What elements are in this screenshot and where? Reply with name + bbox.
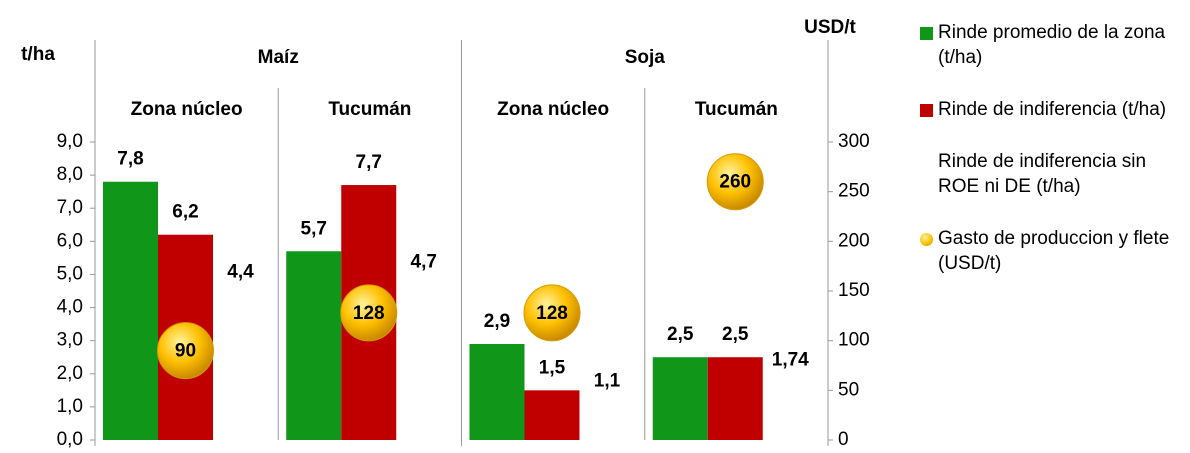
y-tick-label: 6,0 [57,230,83,251]
value-label: 1,5 [539,357,566,378]
legend-swatch [920,233,933,246]
bar [707,357,763,440]
bar [763,382,818,440]
marker [340,284,398,342]
value-label: 128 [536,303,568,324]
value-label: 6,2 [172,202,198,223]
marker [706,153,764,211]
legend-item: Rinde promedio de la zona (t/ha) [918,20,1186,70]
bar [213,294,268,440]
value-label: 90 [175,341,196,362]
y-tick-label: 9,0 [57,131,83,152]
y2-tick-label: 50 [838,379,859,400]
category-label: Zona núcleo [497,99,609,120]
category-label: Tucumán [695,99,778,120]
legend-label: Rinde promedio de la zona (t/ha) [938,22,1166,68]
y2-tick-label: 250 [838,181,870,202]
bar [652,357,708,440]
value-label: 260 [719,172,751,193]
y2-tick-label: 0 [838,429,849,450]
legend-swatch [920,104,933,117]
bar [396,284,451,440]
value-label: 1,74 [772,349,809,370]
category-label: Tucumán [328,99,411,120]
marker [523,284,581,342]
value-label: 128 [353,303,385,324]
bar [469,343,525,440]
value-label: 7,7 [356,152,382,173]
y-tick-label: 2,0 [57,363,83,384]
marker [157,322,214,380]
value-label: 4,4 [227,261,254,282]
value-label: 2,5 [667,324,694,345]
category-label: Zona núcleo [131,99,243,120]
bar [286,251,342,440]
y-axis-label: t/ha [21,44,55,65]
y2-tick-label: 300 [838,131,870,152]
legend-swatch [920,27,933,40]
bar [524,390,580,440]
y-tick-label: 3,0 [57,330,83,351]
value-label: 4,7 [411,251,437,272]
y2-tick-label: 200 [838,230,870,251]
y-tick-label: 4,0 [57,297,83,318]
y2-axis-label: USD/t [804,17,856,38]
group-label: Soja [625,47,666,68]
value-label: 1,1 [594,371,621,392]
y-tick-label: 5,0 [57,263,83,284]
legend: Rinde promedio de la zona (t/ha) Rinde de… [918,20,1186,303]
bar [580,404,635,440]
legend-label: Rinde de indiferencia sin ROE ni DE (t/h… [938,151,1147,197]
y-tick-label: 7,0 [57,197,83,218]
group-label: Maíz [258,47,299,68]
y2-tick-label: 100 [838,330,870,351]
legend-label: Gasto de produccion y flete (USD/t) [938,228,1170,274]
y-tick-label: 8,0 [57,164,83,185]
legend-item: Gasto de produccion y flete (USD/t) [918,226,1186,276]
legend-swatch [920,156,933,169]
y-tick-label: 0,0 [57,429,83,450]
chart: t/ha USD/t Maíz Soja Zona núcleo Tucumán Zon… [21,17,870,450]
value-label: 5,7 [301,218,327,239]
legend-item: Rinde de indiferencia (t/ha) [918,97,1186,122]
y2-tick-label: 150 [838,280,870,301]
value-label: 7,8 [117,149,143,170]
value-label: 2,9 [484,311,510,332]
value-label: 2,5 [722,324,749,345]
bar [103,181,158,440]
legend-item: Rinde de indiferencia sin ROE ni DE (t/h… [918,149,1186,199]
legend-label: Rinde de indiferencia (t/ha) [938,99,1167,120]
y-tick-label: 1,0 [57,396,83,417]
